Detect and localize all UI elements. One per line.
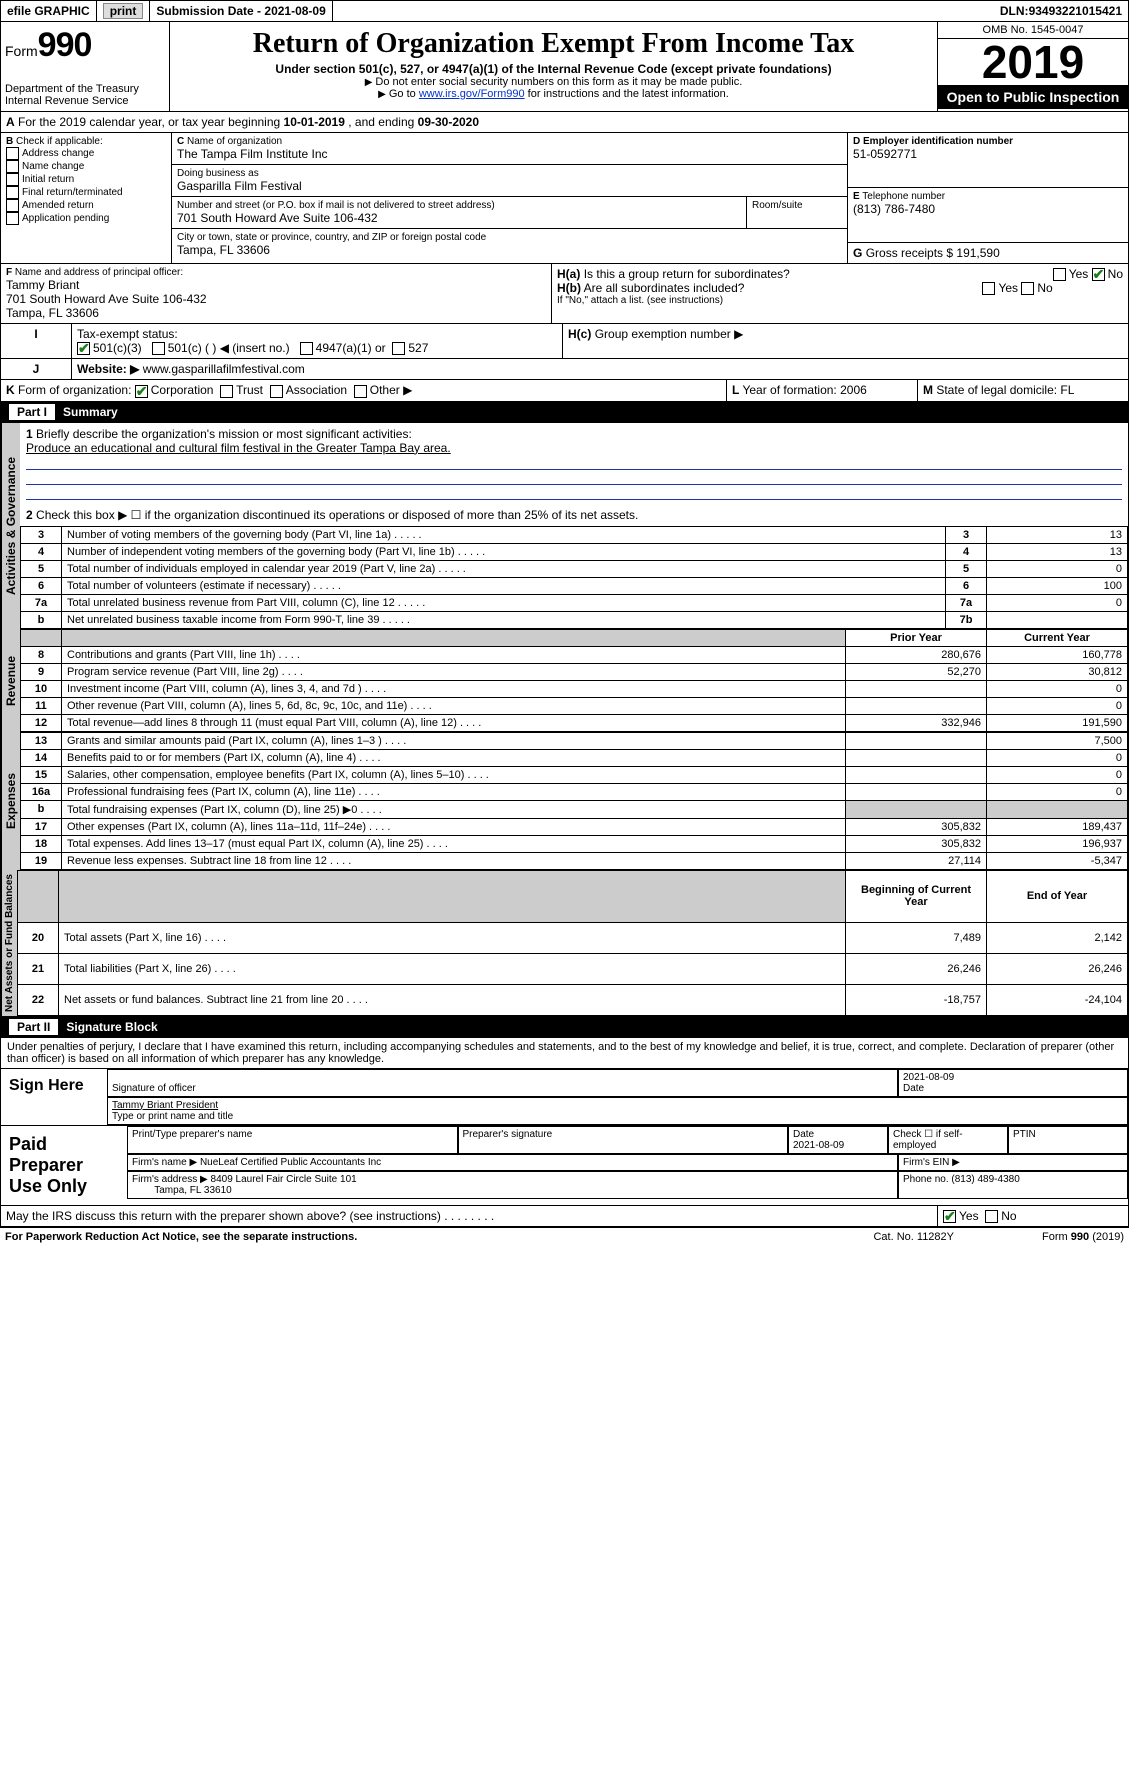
chk-4947[interactable] bbox=[300, 342, 313, 355]
box-d-ein: D Employer identification number 51-0592… bbox=[848, 133, 1128, 188]
discuss-row: May the IRS discuss this return with the… bbox=[1, 1205, 1128, 1226]
paid-preparer-label: Paid Preparer Use Only bbox=[1, 1126, 127, 1205]
label-i: I bbox=[1, 324, 72, 358]
efile-label: efile GRAPHIC bbox=[1, 1, 97, 21]
discuss-yes[interactable] bbox=[943, 1210, 956, 1223]
box-c-name: C Name of organization The Tampa Film In… bbox=[172, 133, 847, 165]
chk-527[interactable] bbox=[392, 342, 405, 355]
box-f-officer: F Name and address of principal officer:… bbox=[1, 264, 552, 323]
expenses-table: 13Grants and similar amounts paid (Part … bbox=[20, 732, 1128, 870]
line2-checkbox[interactable]: Check this box ▶ ☐ if the organization d… bbox=[36, 508, 638, 522]
chk-app-pending[interactable]: Application pending bbox=[6, 212, 166, 225]
instructions-link[interactable]: Go to www.irs.gov/Form990 for instructio… bbox=[178, 88, 929, 100]
chk-amended[interactable]: Amended return bbox=[6, 199, 166, 212]
chk-501c[interactable] bbox=[152, 342, 165, 355]
firm-name: Firm's name ▶ NueLeaf Certified Public A… bbox=[127, 1154, 898, 1171]
box-l-year: L Year of formation: 2006 bbox=[727, 380, 918, 400]
footer: For Paperwork Reduction Act Notice, see … bbox=[0, 1227, 1129, 1246]
box-k-formorg: K Form of organization: Corporation Trus… bbox=[1, 380, 727, 400]
print-button[interactable]: print bbox=[97, 1, 151, 21]
box-m-state: M State of legal domicile: FL bbox=[918, 380, 1128, 400]
top-bar: efile GRAPHIC print Submission Date - 20… bbox=[0, 0, 1129, 22]
tax-year: 2019 bbox=[938, 39, 1128, 85]
chk-trust[interactable] bbox=[220, 385, 233, 398]
firm-ein: Firm's EIN ▶ bbox=[898, 1154, 1128, 1171]
mission-text: Produce an educational and cultural film… bbox=[26, 441, 451, 455]
chk-address-change[interactable]: Address change bbox=[6, 147, 166, 160]
sidebar-revenue: Revenue bbox=[1, 629, 20, 732]
officer-name: Tammy Briant PresidentType or print name… bbox=[107, 1097, 1128, 1125]
dln: DLN: 93493221015421 bbox=[994, 1, 1128, 21]
box-g-gross: G Gross receipts $ 191,590 bbox=[848, 243, 1128, 263]
sidebar-activities: Activities & Governance bbox=[1, 423, 20, 629]
form-number: Form990 bbox=[5, 26, 165, 65]
summary-block: Activities & Governance 1 Briefly descri… bbox=[1, 423, 1128, 629]
box-b: B Check if applicable: Address change Na… bbox=[1, 133, 172, 263]
chk-other[interactable] bbox=[354, 385, 367, 398]
chk-corporation[interactable] bbox=[135, 385, 148, 398]
part1-header: Part ISummary bbox=[1, 401, 1128, 423]
preparer-date: Date2021-08-09 bbox=[788, 1126, 888, 1154]
chk-association[interactable] bbox=[270, 385, 283, 398]
form-title: Return of Organization Exempt From Incom… bbox=[178, 28, 929, 60]
form-subtitle: Under section 501(c), 527, or 4947(a)(1)… bbox=[178, 62, 929, 76]
perjury-statement: Under penalties of perjury, I declare th… bbox=[1, 1038, 1128, 1068]
box-hc: H(c) Group exemption number ▶ bbox=[563, 324, 1128, 358]
firm-phone: Phone no. (813) 489-4380 bbox=[898, 1171, 1128, 1199]
preparer-name[interactable]: Print/Type preparer's name bbox=[127, 1126, 458, 1154]
box-c-city: City or town, state or province, country… bbox=[172, 229, 847, 260]
submission-date: Submission Date - 2021-08-09 bbox=[150, 1, 332, 21]
discuss-no[interactable] bbox=[985, 1210, 998, 1223]
officer-signature[interactable]: Signature of officer bbox=[107, 1069, 898, 1097]
box-e-phone: E Telephone number (813) 786-7480 bbox=[848, 188, 1128, 243]
preparer-sig[interactable]: Preparer's signature bbox=[458, 1126, 789, 1154]
part2-header: Part IISignature Block bbox=[1, 1016, 1128, 1038]
line-a-period: A For the 2019 calendar year, or tax yea… bbox=[1, 111, 1128, 132]
chk-final-return[interactable]: Final return/terminated bbox=[6, 186, 166, 199]
label-j: J bbox=[1, 359, 72, 379]
box-j-website[interactable]: Website: ▶ www.gasparillafilmfestival.co… bbox=[72, 359, 1128, 379]
chk-501c3[interactable] bbox=[77, 342, 90, 355]
sidebar-expenses: Expenses bbox=[1, 732, 20, 870]
box-c-dba: Doing business as Gasparilla Film Festiv… bbox=[172, 165, 847, 197]
form-header: Form990 Department of the TreasuryIntern… bbox=[1, 22, 1128, 111]
sig-date: 2021-08-09Date bbox=[898, 1069, 1128, 1097]
chk-name-change[interactable]: Name change bbox=[6, 160, 166, 173]
netassets-table: Beginning of Current YearEnd of Year20To… bbox=[17, 870, 1128, 1016]
box-c-street: Number and street (or P.O. box if mail i… bbox=[172, 197, 747, 228]
ptin: PTIN bbox=[1008, 1126, 1128, 1154]
ssn-note: Do not enter social security numbers on … bbox=[178, 76, 929, 88]
chk-initial-return[interactable]: Initial return bbox=[6, 173, 166, 186]
sign-here-label: Sign Here bbox=[1, 1069, 107, 1125]
open-to-public: Open to Public Inspection bbox=[938, 85, 1128, 109]
box-h: H(a) Is this a group return for subordin… bbox=[552, 264, 1128, 323]
self-employed-check[interactable]: Check ☐ if self-employed bbox=[888, 1126, 1008, 1154]
dept-treasury: Department of the TreasuryInternal Reven… bbox=[5, 83, 165, 107]
revenue-table: Prior YearCurrent Year8Contributions and… bbox=[20, 629, 1128, 732]
box-c-room: Room/suite bbox=[747, 197, 847, 228]
governance-table: 3Number of voting members of the governi… bbox=[20, 526, 1128, 629]
box-i-status: Tax-exempt status: 501(c)(3) 501(c) ( ) … bbox=[72, 324, 563, 358]
firm-address: Firm's address ▶ 8409 Laurel Fair Circle… bbox=[127, 1171, 898, 1199]
sidebar-netassets: Net Assets or Fund Balances bbox=[1, 870, 17, 1016]
